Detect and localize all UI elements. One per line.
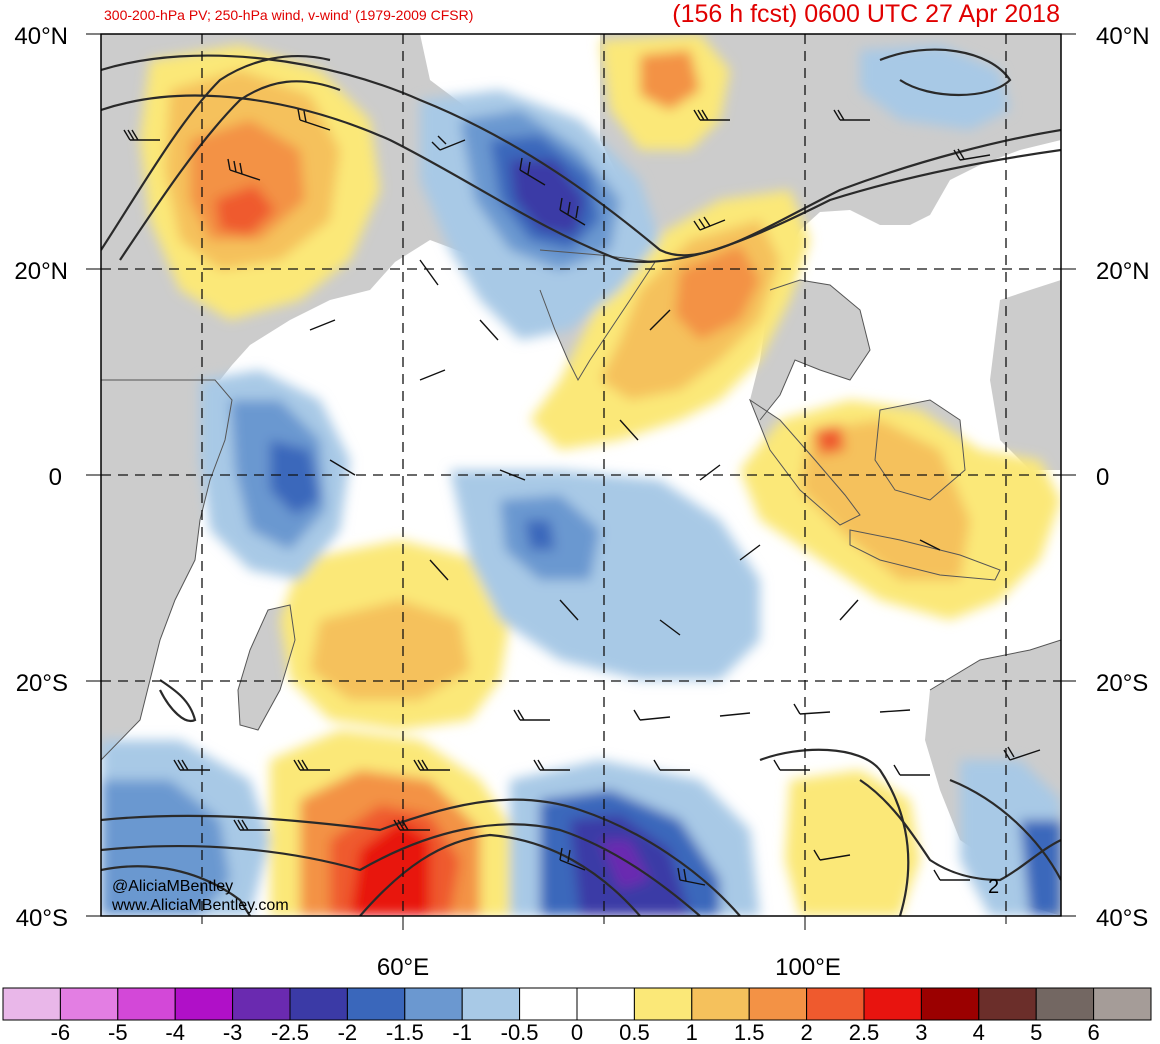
colorbar-swatch — [978, 987, 1037, 1021]
pv-pos-arabia-max — [215, 185, 275, 235]
colorbar-swatch — [633, 987, 693, 1021]
colorbar-label: -5 — [108, 1020, 128, 1044]
colorbar-swatch — [346, 987, 406, 1021]
lat-label-left-40s: 40°S — [16, 905, 68, 932]
colorbar: -6 -5 -4 -3 -2.5 -2 -1.5 -1 -0.5 0 0.5 1 1.5 2 2.5 3 4 5 6 — [2, 987, 1152, 1044]
colorbar-swatch — [461, 987, 521, 1021]
lat-label-right-20n: 20°N — [1096, 258, 1150, 285]
pv-pos-tibet-core — [640, 50, 700, 110]
colorbar-label: -4 — [165, 1020, 185, 1044]
colorbar-swatch — [806, 987, 865, 1021]
colorbar-label: 4 — [973, 1020, 985, 1044]
lon-label-100e: 100°E — [775, 954, 841, 981]
pv-neg-far-east — [860, 45, 1010, 130]
lon-label-60e: 60°E — [377, 954, 429, 981]
pv-pos-maritime-core — [815, 425, 845, 455]
wind-barbs — [123, 108, 1041, 886]
colorbar-label: 5 — [1030, 1020, 1042, 1044]
pv-neg-southeast-core — [1020, 820, 1061, 916]
lat-label-right-40n: 40°N — [1096, 23, 1150, 50]
colorbar-label: -1 — [452, 1020, 472, 1044]
credit-website: www.AliciaMBentley.com — [111, 897, 289, 914]
colorbar-label: 2 — [800, 1020, 812, 1044]
colorbar-swatch — [519, 987, 578, 1021]
colorbar-label: -2 — [338, 1020, 358, 1044]
colorbar-swatch — [404, 987, 463, 1021]
colorbar-label: -6 — [51, 1020, 71, 1044]
contour-value-label: 2 — [988, 876, 999, 898]
graticule — [101, 34, 1061, 916]
colorbar-label: 3 — [915, 1020, 927, 1044]
colorbar-swatch — [1093, 987, 1152, 1021]
colorbar-label: 6 — [1087, 1020, 1099, 1044]
colorbar-label: -0.5 — [501, 1020, 539, 1044]
colorbar-label: 2.5 — [849, 1020, 880, 1044]
lat-label-left-20s: 20°S — [16, 670, 68, 697]
credit-handle: @AliciaMBentley — [112, 878, 233, 895]
pv-pos-maritime-mid — [800, 420, 970, 580]
colorbar-swatch — [174, 987, 234, 1021]
pv-contours — [101, 48, 1061, 916]
plot-area: 2 — [86, 33, 1076, 930]
lat-label-left-40n: 40°N — [14, 23, 68, 50]
lat-label-left-20n: 20°N — [14, 258, 68, 285]
figure-title-right: (156 h fcst) 0600 UTC 27 Apr 2018 — [672, 0, 1060, 28]
figure-title-left: 300-200-hPa PV; 250-hPa wind, v-wind’ (1… — [104, 7, 473, 23]
colorbar-label: -1.5 — [386, 1020, 424, 1044]
lat-label-right-0: 0 — [1096, 464, 1109, 491]
colorbar-label: 1.5 — [734, 1020, 765, 1044]
land-madagascar — [238, 605, 295, 730]
lat-label-right-20s: 20°S — [1096, 670, 1148, 697]
colorbar-swatch — [1035, 987, 1095, 1021]
pv-neg-central-ocean-core — [525, 520, 555, 550]
coastlines — [101, 249, 1061, 761]
colorbar-label: 0.5 — [619, 1020, 650, 1044]
colorbar-label: 0 — [571, 1020, 583, 1044]
pv-pos-southeast — [785, 770, 920, 916]
lat-label-right-40s: 40°S — [1096, 905, 1148, 932]
land-philippines-png — [990, 280, 1061, 470]
colorbar-swatch — [59, 987, 119, 1021]
colorbar-swatch — [691, 987, 750, 1021]
colorbar-label: 1 — [686, 1020, 698, 1044]
colorbar-labels: -6 -5 -4 -3 -2.5 -2 -1.5 -1 -0.5 0 0.5 1 1.5 2 2.5 3 4 5 6 — [51, 1020, 1100, 1044]
pv-pos-south-central-mid — [310, 600, 470, 700]
colorbar-swatch — [232, 987, 291, 1021]
colorbar-swatch — [2, 987, 61, 1021]
colorbar-label: -3 — [223, 1020, 243, 1044]
pv-neg-southwest-mid — [101, 780, 230, 916]
colorbar-swatches — [2, 987, 1152, 1021]
colorbar-swatch — [576, 987, 635, 1021]
axis-ticks — [86, 33, 1076, 930]
colorbar-label: -2.5 — [271, 1020, 309, 1044]
pv-pos-south-jet-max — [350, 820, 430, 916]
colorbar-swatch — [920, 987, 980, 1021]
land-east-africa — [101, 380, 232, 760]
colorbar-swatch — [289, 987, 348, 1021]
colorbar-swatch — [863, 987, 922, 1021]
colorbar-swatch — [748, 987, 808, 1021]
pv-neg-horn-africa-core — [270, 440, 320, 515]
colorbar-swatch — [117, 987, 176, 1021]
lat-label-left-0: 0 — [49, 464, 62, 491]
